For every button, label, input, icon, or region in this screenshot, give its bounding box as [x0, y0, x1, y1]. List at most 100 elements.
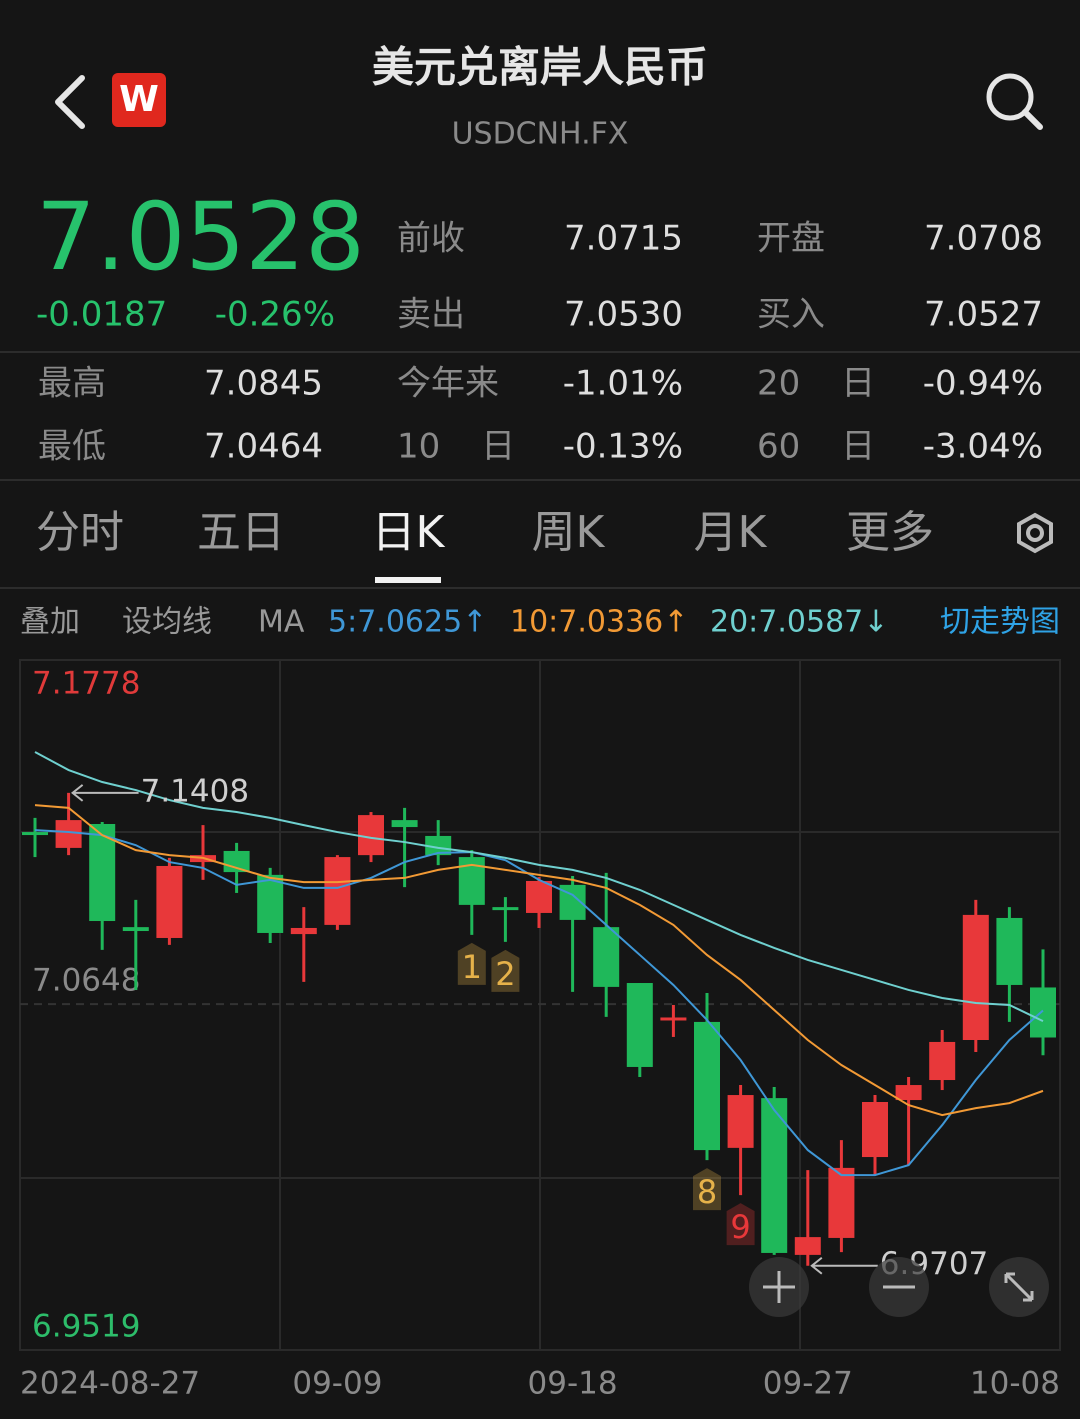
- search-icon: [986, 73, 1034, 121]
- signal-label: 1: [462, 948, 482, 986]
- stat-value: 7.0464: [204, 427, 323, 467]
- tab[interactable]: 周K: [532, 507, 606, 558]
- candle-body: [761, 1098, 788, 1253]
- y-tick-label: 7.1778: [32, 666, 140, 702]
- candle-body: [727, 1095, 754, 1148]
- candle-body: [257, 874, 284, 933]
- change-pct: -0.26%: [215, 295, 335, 335]
- signal-badge: [491, 949, 520, 992]
- stat-label: 开盘: [757, 219, 825, 259]
- candle-body: [895, 1085, 922, 1101]
- switch-chart-button[interactable]: 切走势图: [940, 605, 1060, 640]
- candle-body: [358, 815, 384, 856]
- stat-value: -0.13%: [563, 427, 683, 467]
- candle-body: [828, 1167, 855, 1238]
- overlay-button[interactable]: 叠加: [20, 605, 80, 640]
- price: 7.0528: [36, 183, 365, 292]
- plus-icon: [763, 1271, 795, 1303]
- candle-body: [89, 823, 116, 922]
- candle-body: [1030, 987, 1056, 1038]
- signal-badge: [457, 942, 486, 985]
- stat-value: -0.94%: [923, 364, 1043, 404]
- ma-legend-label: 5:7.0625↑: [328, 605, 487, 640]
- stat-value: 7.0845: [204, 364, 323, 404]
- gear-icon: [1017, 512, 1053, 554]
- tab[interactable]: 五日: [197, 507, 285, 558]
- annotation-label: 7.1408: [141, 773, 249, 809]
- candle-body: [391, 820, 418, 828]
- set-ma-button[interactable]: 设均线: [122, 605, 212, 640]
- stat-label: 卖出: [397, 295, 465, 335]
- zoom-in-button[interactable]: [749, 1257, 809, 1317]
- stat-value: -1.01%: [563, 364, 683, 404]
- expand-icon: [1004, 1272, 1034, 1302]
- ma-legend: 5:7.0625↑ 10:7.0336↑ 20:7.0587↓: [328, 605, 888, 640]
- tab[interactable]: 日K: [372, 507, 446, 558]
- stat-label: 10 日: [397, 427, 515, 467]
- logo-text: W: [119, 79, 159, 120]
- signal-label: 8: [697, 1173, 717, 1211]
- ma-label: MA: [258, 605, 305, 640]
- x-tick-label: 09-27: [763, 1366, 853, 1402]
- candle-body: [862, 1101, 888, 1158]
- signal-label: 9: [730, 1208, 750, 1246]
- x-tick-label: 09-09: [292, 1366, 382, 1402]
- stat-value: 7.0530: [564, 295, 683, 335]
- title: 美元兑离岸人民币: [372, 43, 708, 92]
- candle-body: [324, 857, 351, 925]
- back-button[interactable]: [55, 75, 85, 129]
- candle-body: [593, 927, 620, 987]
- tab[interactable]: 更多: [846, 507, 934, 558]
- fullscreen-button[interactable]: [989, 1257, 1049, 1317]
- gear-icon: [1026, 524, 1044, 542]
- stat-value: 7.0715: [564, 219, 683, 259]
- candle-body: [794, 1237, 821, 1255]
- tab[interactable]: 月K: [694, 507, 768, 558]
- candle-body: [626, 983, 653, 1067]
- ma-line: [34, 804, 1044, 1117]
- y-tick-label: 7.0648: [32, 963, 140, 999]
- signal-label: 2: [495, 955, 515, 993]
- annotation-arrow: [70, 784, 139, 802]
- symbol: USDCNH.FX: [452, 117, 629, 152]
- candle-body: [526, 880, 552, 913]
- logo[interactable]: [112, 73, 166, 127]
- stat-label: 20 日: [757, 364, 875, 404]
- search-button[interactable]: [986, 73, 1043, 130]
- ma-legend-label: 20:7.0587↓: [710, 605, 888, 640]
- candle-body: [962, 914, 989, 1041]
- ma-legend-label: 10:7.0336↑: [510, 605, 688, 640]
- signal-badge: [693, 1168, 721, 1211]
- candle-body: [22, 832, 48, 836]
- candle-body: [425, 835, 452, 856]
- stat-label: 最低: [38, 427, 106, 467]
- candle-body: [492, 907, 519, 911]
- stat-label: 买入: [757, 295, 825, 335]
- tab[interactable]: 分时: [36, 507, 124, 558]
- stat-value: -3.04%: [923, 427, 1043, 467]
- y-tick-label: 6.9519: [32, 1309, 140, 1345]
- x-tick-label: 09-18: [528, 1366, 618, 1402]
- candle-body: [55, 820, 82, 848]
- ma-line: [34, 751, 1044, 1023]
- stat-label: 最高: [38, 364, 106, 404]
- x-tick-label: 10-08: [970, 1366, 1060, 1402]
- tabs: 分时 五日 日K 周K 月K 更多: [36, 507, 934, 583]
- candle-body: [694, 1021, 720, 1151]
- candle-body: [660, 1017, 687, 1021]
- x-tick-label: 2024-08-27: [20, 1366, 200, 1402]
- stats: 前收 7.0715 开盘 7.0708 卖出 7.0530 买入 7.0527 最高 7.0845…: [38, 219, 1043, 467]
- stat-label: 60 日: [757, 427, 875, 467]
- settings-button[interactable]: [1017, 512, 1053, 554]
- candle-body: [156, 865, 183, 938]
- change: -0.0187: [36, 295, 167, 335]
- zoom-out-button[interactable]: [869, 1257, 929, 1317]
- stat-value: 7.0708: [924, 219, 1043, 259]
- annotation-arrow: [810, 1256, 878, 1275]
- candle-body: [122, 927, 149, 932]
- candle-body: [290, 927, 317, 935]
- ma-line: [34, 829, 1044, 1177]
- candle-body: [996, 917, 1023, 985]
